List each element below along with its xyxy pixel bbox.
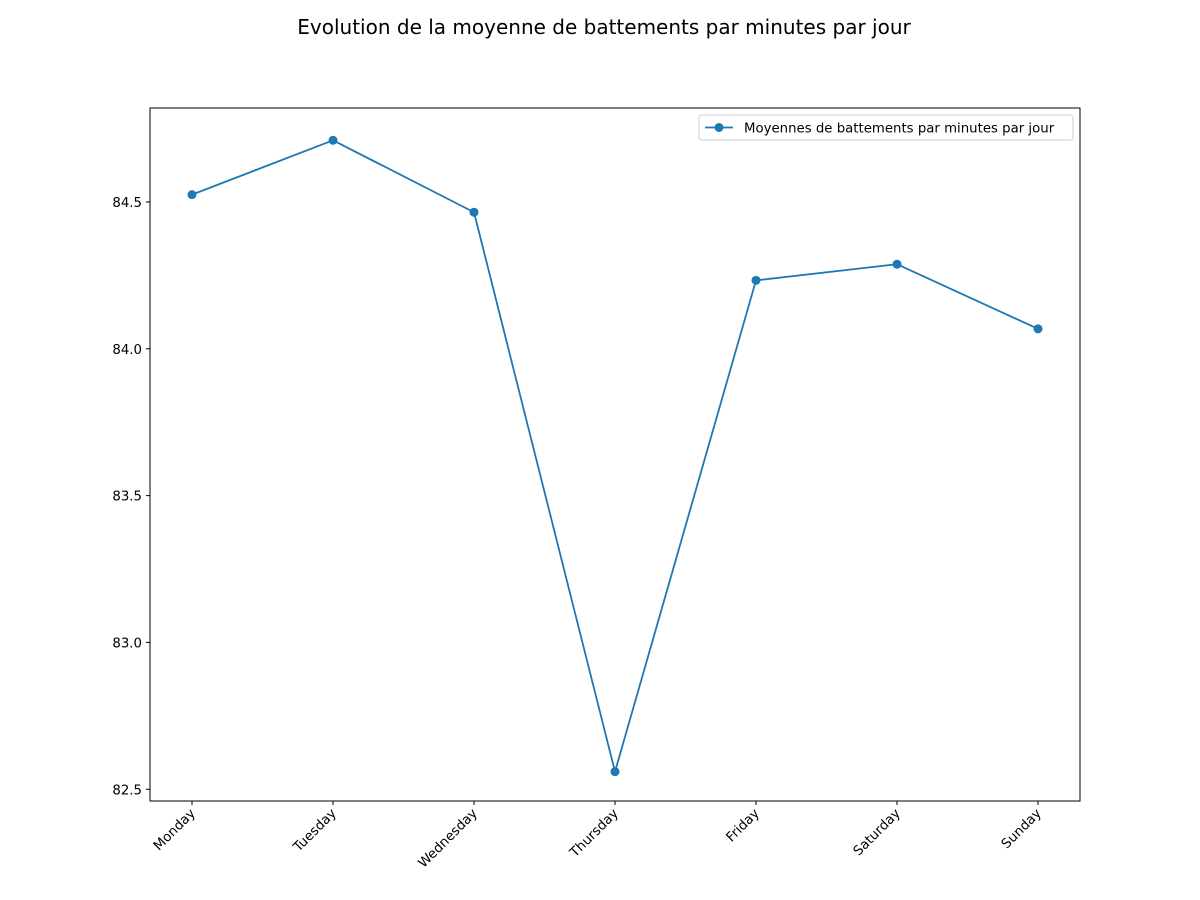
legend-label: Moyennes de battements par minutes par j…: [744, 122, 1055, 137]
y-tick-label: 83.5: [112, 490, 142, 505]
legend-marker-swatch: [714, 123, 724, 132]
legend: Moyennes de battements par minutes par j…: [698, 114, 1074, 141]
data-point: [328, 135, 338, 145]
y-tick-label: 83.0: [112, 636, 142, 651]
data-point: [610, 767, 620, 777]
data-point: [751, 275, 761, 285]
chart-title: Evolution de la moyenne de battements pa…: [297, 15, 911, 39]
data-point: [892, 259, 902, 269]
y-tick-label: 84.0: [112, 343, 142, 358]
legend-box: [698, 114, 1074, 141]
data-point: [1033, 324, 1043, 334]
data-point: [187, 190, 197, 200]
data-point: [469, 207, 479, 217]
y-tick-label: 82.5: [112, 783, 142, 798]
y-tick-label: 84.5: [112, 196, 142, 211]
